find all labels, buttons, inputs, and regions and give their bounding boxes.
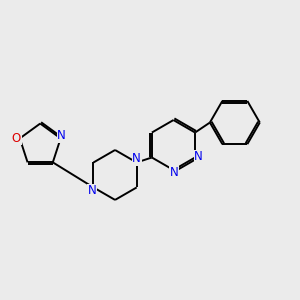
Text: O: O (12, 132, 21, 145)
Text: N: N (57, 129, 66, 142)
Text: N: N (88, 184, 97, 197)
Text: N: N (194, 151, 203, 164)
Text: N: N (132, 152, 141, 166)
Text: N: N (169, 166, 178, 179)
